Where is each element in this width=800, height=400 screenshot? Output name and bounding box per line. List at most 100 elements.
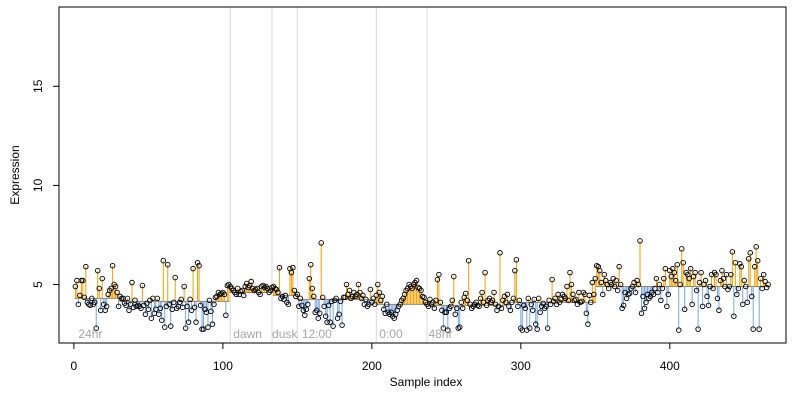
data-point-254 (449, 297, 456, 304)
data-point-8 (83, 263, 89, 270)
data-point-26 (109, 262, 116, 269)
y-tick-label-15: 15 (31, 79, 45, 93)
data-point-174 (330, 323, 336, 329)
data-point-308 (529, 307, 536, 314)
data-point-354 (598, 279, 605, 286)
data-point-146 (288, 269, 295, 276)
data-point-403 (671, 269, 678, 276)
data-point-287 (498, 305, 505, 312)
data-point-15 (93, 325, 99, 331)
data-point-454 (747, 250, 753, 256)
data-point-41 (132, 297, 138, 304)
data-point-142 (282, 292, 289, 299)
data-point-335 (570, 291, 576, 298)
data-point-318 (544, 325, 551, 331)
data-point-334 (568, 281, 575, 288)
data-point-305 (525, 295, 532, 302)
data-point-276 (482, 269, 488, 276)
data-point-461 (757, 275, 764, 282)
data-point-310 (532, 321, 539, 327)
stems-layer (74, 240, 769, 331)
data-point-377 (632, 289, 639, 296)
data-point-36 (124, 295, 131, 302)
data-point-393 (656, 281, 663, 288)
data-point-49 (144, 300, 150, 307)
data-point-52 (148, 315, 155, 321)
data-point-331 (564, 283, 570, 290)
x-axis: 0 100 200 300 400 (71, 342, 680, 373)
data-point-464 (762, 278, 768, 285)
annotations: 24hr dawn dusk 12:00 0:00 48hr (78, 327, 452, 341)
data-point-306 (527, 325, 533, 331)
data-point-77 (185, 319, 192, 325)
data-point-407 (677, 281, 683, 288)
data-point-92 (208, 308, 214, 315)
data-point-317 (543, 303, 549, 310)
data-point-277 (483, 302, 490, 309)
data-point-39 (129, 279, 135, 286)
data-point-405 (674, 261, 680, 268)
data-point-170 (324, 319, 330, 325)
data-point-14 (92, 299, 98, 306)
data-point-156 (303, 306, 310, 313)
data-point-40 (130, 304, 137, 311)
data-point-341 (579, 298, 585, 305)
data-point-417 (692, 269, 698, 276)
data-point-443 (731, 313, 737, 319)
data-point-144 (285, 301, 292, 308)
data-point-431 (713, 271, 719, 278)
data-point-61 (162, 324, 168, 330)
data-point-173 (328, 298, 335, 305)
data-point-230 (413, 277, 420, 284)
data-point-459 (754, 257, 761, 264)
data-point-79 (188, 307, 195, 314)
data-point-178 (336, 311, 342, 318)
data-point-94 (211, 301, 217, 308)
data-point-347 (588, 299, 594, 306)
data-point-153 (299, 302, 305, 309)
data-point-85 (197, 302, 204, 309)
data-point-259 (456, 324, 463, 330)
data-point-364 (613, 277, 619, 284)
data-point-465 (763, 284, 770, 291)
data-point-171 (325, 302, 332, 309)
annotation-2: dusk (272, 327, 298, 341)
data-point-256 (452, 311, 459, 318)
data-point-255 (451, 273, 457, 280)
data-point-449 (740, 301, 746, 308)
data-point-3 (75, 301, 82, 308)
data-point-349 (591, 291, 597, 298)
data-point-242 (431, 305, 438, 312)
data-point-390 (652, 285, 658, 292)
data-point-333 (567, 269, 573, 276)
data-point-281 (489, 297, 496, 304)
data-point-166 (318, 240, 324, 246)
data-point-150 (294, 291, 301, 298)
data-point-250 (443, 309, 450, 316)
x-tick-label-200: 200 (362, 359, 382, 373)
data-point-433 (716, 307, 722, 314)
data-point-148 (291, 287, 298, 294)
data-point-59 (159, 317, 165, 323)
data-point-273 (477, 295, 484, 302)
data-point-446 (735, 285, 742, 292)
data-point-313 (537, 309, 543, 316)
data-point-29 (114, 289, 120, 296)
data-point-11 (87, 302, 94, 309)
data-point-322 (550, 298, 557, 305)
data-point-201 (370, 295, 377, 302)
data-point-442 (729, 249, 736, 255)
data-point-199 (367, 286, 374, 293)
data-point-71 (176, 299, 183, 306)
data-point-80 (190, 265, 196, 272)
data-point-101 (221, 291, 228, 298)
x-axis-title: Sample index (390, 375, 463, 389)
data-point-414 (687, 265, 694, 272)
data-point-311 (534, 326, 540, 332)
data-point-180 (339, 322, 345, 328)
data-point-419 (695, 326, 701, 332)
data-point-460 (756, 326, 762, 332)
data-point-291 (504, 291, 511, 298)
annotation-3: 12:00 (302, 327, 332, 341)
data-point-441 (728, 271, 734, 278)
